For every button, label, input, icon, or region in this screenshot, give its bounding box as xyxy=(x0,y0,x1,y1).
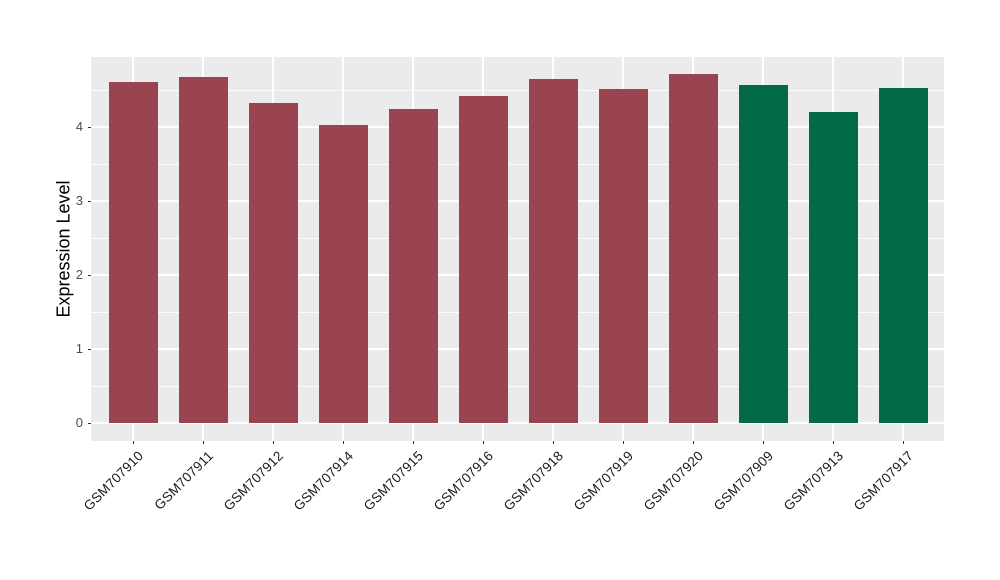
y-tick-label: 0 xyxy=(75,415,83,430)
major-gridline-y xyxy=(91,348,944,350)
x-tick-mark xyxy=(762,441,764,444)
x-tick-label-text: GSM707920 xyxy=(641,448,707,514)
bar-GSM707919 xyxy=(598,88,648,423)
x-tick-label-text: GSM707916 xyxy=(431,448,497,514)
bar-GSM707916 xyxy=(458,95,508,423)
x-tick-label-text: GSM707911 xyxy=(151,448,217,513)
bar-GSM707912 xyxy=(248,103,298,423)
y-tick-label: 4 xyxy=(75,119,83,134)
minor-gridline-y xyxy=(91,89,944,91)
y-tick-mark xyxy=(88,274,91,276)
major-gridline-y xyxy=(91,200,944,202)
major-gridline-y xyxy=(91,126,944,128)
x-tick-mark xyxy=(412,441,414,444)
x-tick-mark xyxy=(272,441,274,444)
minor-gridline-y xyxy=(91,237,944,239)
x-tick-mark xyxy=(692,441,694,444)
bar-GSM707913 xyxy=(808,112,858,423)
x-tick-label-text: GSM707909 xyxy=(711,448,777,514)
bar-GSM707909 xyxy=(738,84,788,423)
minor-gridline-y xyxy=(91,385,944,387)
minor-gridline-y xyxy=(91,163,944,165)
x-tick-label-text: GSM707919 xyxy=(571,448,637,514)
x-tick-label-text: GSM707912 xyxy=(221,448,287,514)
chart-panel xyxy=(91,57,944,441)
y-tick-mark xyxy=(88,126,91,128)
x-tick-mark xyxy=(342,441,344,444)
x-tick-label-text: GSM707913 xyxy=(781,448,847,514)
x-tick-label-text: GSM707910 xyxy=(81,448,147,514)
y-tick-label: 2 xyxy=(75,267,83,282)
x-tick-mark xyxy=(482,441,484,444)
major-gridline-y xyxy=(91,422,944,424)
minor-gridline-y xyxy=(91,311,944,313)
x-tick-mark xyxy=(132,441,134,444)
x-tick-label-text: GSM707915 xyxy=(361,448,427,514)
bar-GSM707915 xyxy=(388,109,438,423)
y-tick-mark xyxy=(88,348,91,350)
x-tick-mark xyxy=(202,441,204,444)
y-tick-mark xyxy=(88,200,91,202)
x-tick-label-text: GSM707914 xyxy=(291,448,357,514)
x-tick-mark xyxy=(832,441,834,444)
y-tick-mark xyxy=(88,422,91,424)
bar-GSM707917 xyxy=(878,87,928,423)
x-tick-mark xyxy=(552,441,554,444)
y-tick-label: 1 xyxy=(75,341,83,356)
major-gridline-y xyxy=(91,274,944,276)
y-tick-label: 3 xyxy=(75,193,83,208)
bar-GSM707911 xyxy=(178,76,228,423)
y-axis-title-text: Expression Level xyxy=(53,180,74,318)
bar-GSM707920 xyxy=(668,73,718,423)
bar-GSM707910 xyxy=(108,81,158,423)
x-tick-label-text: GSM707918 xyxy=(501,448,567,514)
x-tick-mark xyxy=(622,441,624,444)
x-tick-mark xyxy=(902,441,904,444)
bar-GSM707918 xyxy=(528,78,578,423)
bar-GSM707914 xyxy=(318,124,368,423)
x-tick-label-text: GSM707917 xyxy=(851,448,917,514)
